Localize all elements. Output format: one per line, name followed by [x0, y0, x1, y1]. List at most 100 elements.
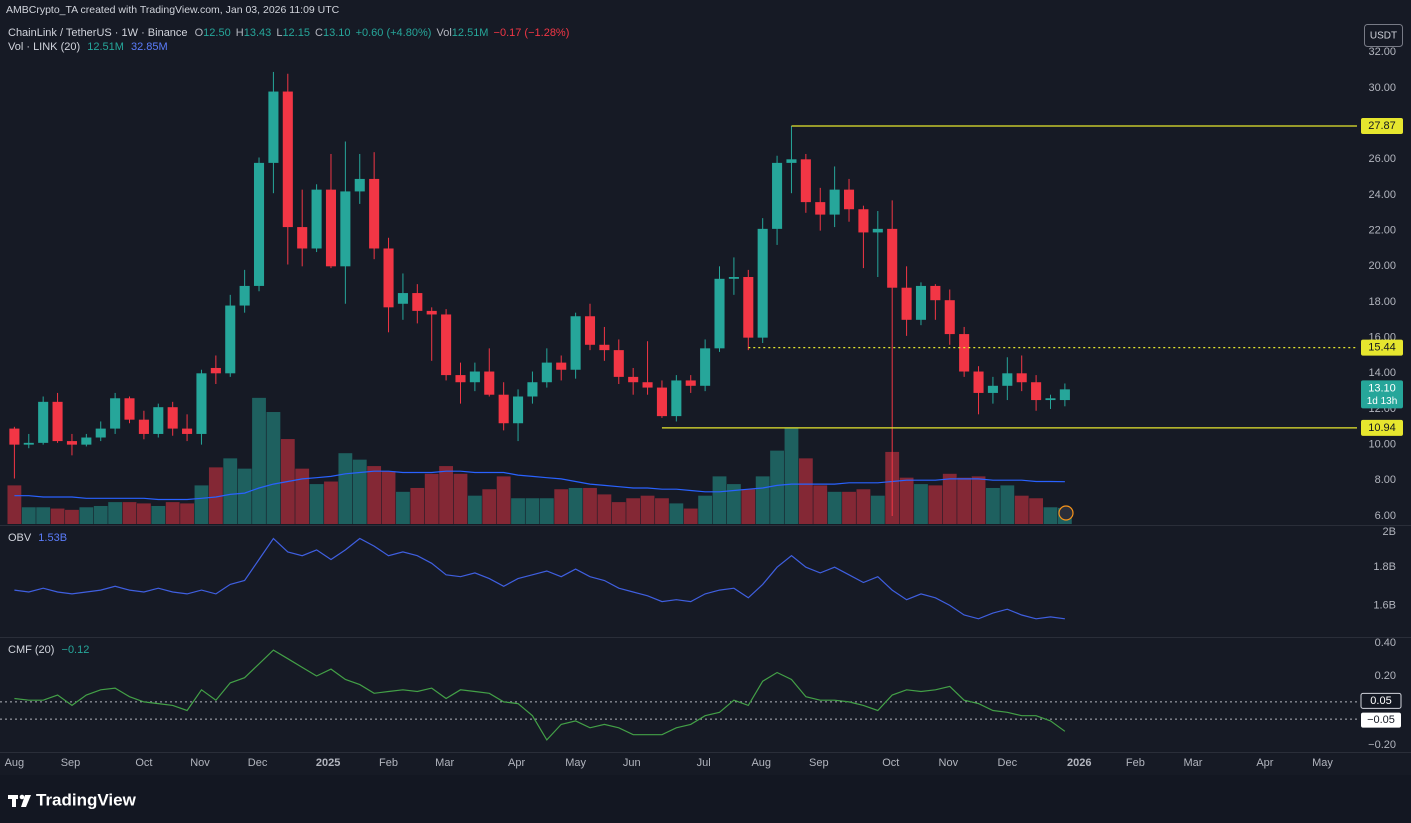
volume-bar: [482, 489, 497, 524]
y-tick-label: 18.00: [1368, 296, 1396, 308]
volume-bar: [338, 453, 353, 524]
volume-bar: [539, 498, 554, 524]
candle-body: [325, 189, 337, 267]
volume-bar: [741, 489, 756, 524]
currency[interactable]: USDT: [1370, 31, 1397, 42]
brand: TradingView: [36, 790, 137, 809]
candle-body: [455, 375, 466, 383]
volume-bar: [50, 508, 65, 524]
volume-bar: [65, 509, 79, 524]
y-tick-label: 8.00: [1375, 474, 1396, 486]
volume-bar: [7, 485, 22, 524]
x-tick-label: Oct: [882, 757, 899, 769]
volume-bar: [252, 397, 266, 524]
y-tick-label: 2B: [1383, 526, 1396, 538]
candle-body: [656, 387, 667, 417]
candle-body: [182, 428, 193, 434]
volume-bar: [899, 477, 914, 524]
level-badge: [1360, 692, 1402, 709]
candle-body: [642, 382, 653, 388]
candle-body: [297, 227, 308, 249]
y-tick-label: 0.40: [1375, 637, 1396, 649]
x-tick-label: Dec: [248, 757, 268, 769]
volume-bar: [439, 466, 454, 524]
candle-body: [354, 178, 365, 192]
candle-body: [95, 428, 106, 438]
candle-body: [153, 407, 164, 434]
volume-bar: [324, 481, 338, 524]
x-tick-label: 2026: [1067, 757, 1091, 769]
last-price-badge: [1361, 380, 1403, 409]
volume-bar: [309, 484, 324, 524]
candle-body: [613, 350, 624, 377]
volume-bar: [640, 495, 655, 524]
volume-bar: [1029, 498, 1044, 524]
volume-bar: [525, 498, 540, 524]
obv-value: 1.53B: [38, 532, 67, 544]
x-tick-label: Dec: [998, 757, 1018, 769]
volume-bar: [79, 507, 94, 524]
candle-body: [9, 428, 20, 445]
candle-body: [815, 202, 826, 215]
volume-bar: [583, 487, 597, 524]
y-tick-label: 30.00: [1368, 82, 1396, 94]
candle-body: [901, 287, 912, 320]
x-tick-label: Mar: [1183, 757, 1202, 769]
candle-body: [584, 316, 596, 345]
volume-ma-line: [14, 470, 1065, 501]
candle-body: [728, 277, 739, 279]
volume-bar: [467, 495, 482, 524]
x-tick-label: Sep: [61, 757, 81, 769]
y-tick-label: −0.20: [1368, 739, 1396, 751]
candle-body: [282, 91, 293, 228]
volume-bar: [122, 502, 137, 524]
footer-bar: [0, 775, 1411, 823]
candle-body: [556, 362, 567, 370]
x-tick-label: Jul: [697, 757, 711, 769]
candle-body: [383, 248, 394, 308]
volume-bar: [410, 487, 425, 524]
cmf-legend: CMF (20) −0.12: [8, 644, 89, 656]
x-tick-label: May: [565, 757, 586, 769]
volume-bar: [914, 484, 928, 524]
candle-body: [397, 293, 408, 304]
candle-body: [498, 394, 509, 424]
volume-bar: [928, 485, 943, 524]
change: +0.60 (+4.80%): [356, 27, 432, 39]
y-tick-label: 22.00: [1368, 225, 1396, 237]
candle-body: [469, 371, 480, 383]
alert-icon: [1058, 505, 1074, 521]
candle-body: [311, 189, 322, 249]
volume-bar: [971, 476, 986, 524]
volume-bar: [1014, 495, 1029, 524]
volume-bar: [798, 458, 813, 524]
volume-bar: [856, 489, 871, 524]
candle-body: [930, 285, 941, 301]
candle-body: [340, 191, 351, 267]
volume-bar: [554, 489, 569, 524]
volume-bar: [194, 485, 209, 524]
volume-bar: [21, 507, 36, 524]
obv-title: OBV: [8, 532, 32, 544]
x-tick-label: 2025: [316, 757, 340, 769]
level-badge: [1361, 117, 1403, 134]
currency-button[interactable]: [1364, 24, 1403, 47]
candle-body: [110, 398, 121, 429]
candle-body: [38, 401, 49, 443]
level-label: 0.05: [1370, 695, 1391, 707]
volume-ma-value: 32.85M: [131, 41, 168, 53]
candle-body: [513, 396, 524, 424]
y-tick-label: 6.00: [1375, 510, 1396, 522]
level-badge: [1361, 339, 1403, 356]
candle-body: [973, 371, 984, 393]
volume-bar: [842, 491, 856, 524]
x-tick-label: Oct: [135, 757, 152, 769]
candle-body: [786, 159, 797, 163]
candle-body: [714, 278, 725, 349]
y-tick-label: 24.00: [1368, 189, 1396, 201]
candle-body: [1016, 373, 1027, 383]
brand-logo: [8, 794, 31, 807]
x-tick-label: Apr: [508, 757, 525, 769]
